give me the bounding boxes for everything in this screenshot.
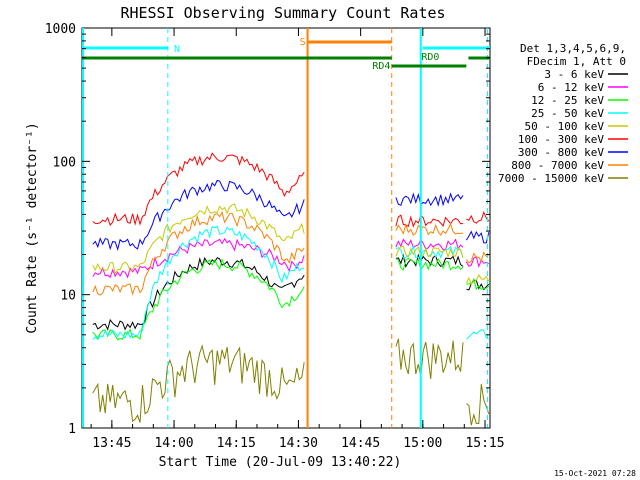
legend-entry-label: 6 - 12 keV	[538, 81, 605, 94]
y-tick-label: 100	[53, 155, 76, 170]
x-tick-label: 13:45	[92, 436, 131, 451]
x-axis: 13:45 14:00 14:15 14:30 14:45 15:00 15:15	[90, 28, 505, 451]
y-tick-label: 1	[68, 422, 76, 437]
legend-entry-label: 7000 - 15000 keV	[498, 172, 604, 185]
legend-entry-label: 12 - 25 keV	[531, 94, 604, 107]
flag-label-rd4: RD4	[372, 61, 390, 72]
series-line-4	[92, 225, 489, 341]
y-axis: 1 10 100 1000	[45, 22, 490, 437]
flag-label-rd0: RD0	[421, 52, 439, 63]
legend-header-det: Det 1,3,4,5,6,9,	[520, 42, 626, 55]
flag-layer: N S RD4 RD0	[82, 28, 490, 428]
legend-entry-label: 3 - 6 keV	[544, 68, 604, 81]
flag-label-s: S	[300, 37, 306, 48]
legend: Det 1,3,4,5,6,9, FDecim 1, Att 0 3 - 6 k…	[498, 42, 628, 185]
plot-frame	[81, 27, 491, 429]
x-tick-label: 14:15	[217, 436, 256, 451]
legend-entry-label: 25 - 50 keV	[531, 107, 604, 120]
y-tick-label: 10	[60, 289, 76, 304]
x-tick-label: 14:30	[279, 436, 318, 451]
x-axis-label: Start Time (20-Jul-09 13:40:22)	[159, 455, 402, 470]
flag-label-n: N	[174, 44, 180, 55]
chart-title: RHESSI Observing Summary Count Rates	[120, 4, 445, 22]
y-axis-label: Count Rate (s⁻¹ detector⁻¹)	[25, 122, 40, 333]
legend-header-fdecim: FDecim 1, Att 0	[527, 55, 626, 68]
legend-entry-label: 100 - 300 keV	[518, 133, 604, 146]
series-line-7	[92, 179, 490, 252]
series-line-9	[92, 338, 490, 426]
timestamp: 15-Oct-2021 07:28	[554, 469, 636, 478]
x-tick-label: 14:45	[341, 436, 380, 451]
x-tick-label: 14:00	[154, 436, 193, 451]
series-line-6	[92, 152, 490, 228]
y-tick-label: 1000	[45, 22, 76, 37]
legend-entry-label: 300 - 800 keV	[518, 146, 604, 159]
series-line-8	[92, 210, 490, 296]
legend-entry-label: 800 - 7000 keV	[511, 159, 604, 172]
series-line-5	[92, 203, 490, 285]
series-layer	[92, 152, 490, 426]
legend-entry-label: 50 - 100 keV	[525, 120, 605, 133]
x-tick-label: 15:15	[465, 436, 504, 451]
series-line-2	[92, 237, 490, 279]
x-tick-label: 15:00	[403, 436, 442, 451]
